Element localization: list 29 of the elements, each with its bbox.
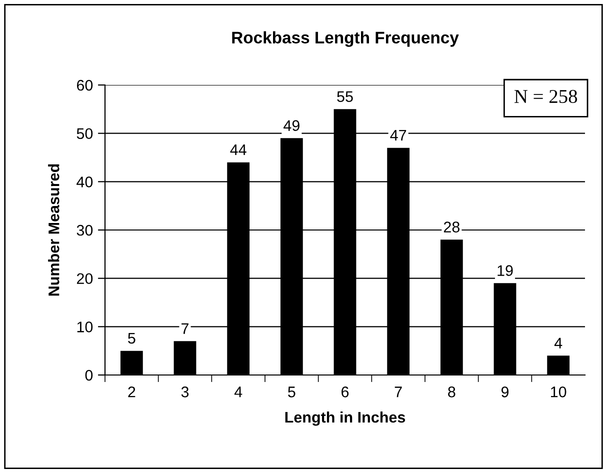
x-tick-label: 3 [181, 386, 189, 398]
data-label: 19 [498, 265, 513, 276]
x-tick-label: 10 [551, 386, 566, 398]
data-label: 44 [230, 144, 246, 155]
data-label: 47 [390, 130, 406, 140]
x-tick-label: 7 [394, 386, 402, 398]
data-label: 49 [284, 120, 300, 131]
y-tick-label: 10 [77, 322, 93, 332]
data-label: 4 [554, 338, 562, 348]
y-tick-label: 40 [76, 176, 93, 188]
x-tick-label: 8 [448, 386, 456, 398]
x-tick-label: 2 [128, 386, 136, 398]
y-tick-label: 20 [76, 273, 93, 284]
data-label: 5 [128, 332, 136, 344]
y-tick-label: 60 [76, 80, 93, 91]
x-tick-label: 5 [288, 386, 296, 398]
annotation: N = 258 [514, 90, 578, 104]
chart-title: Rockbass Length Frequency [232, 31, 459, 47]
x-tick-label: 6 [342, 386, 349, 398]
y-tick-label: 50 [76, 128, 93, 140]
x-axis-title: Length in Inches [285, 411, 406, 426]
y-tick-label: 0 [85, 370, 93, 381]
x-tick-label: 9 [501, 386, 509, 398]
x-tick-label: 4 [234, 386, 242, 398]
y-axis-title: Number Measured [48, 164, 60, 296]
y-tick-label: 30 [76, 224, 93, 236]
data-label: 7 [182, 323, 188, 334]
data-label: 28 [444, 222, 460, 232]
data-label: 55 [337, 91, 353, 102]
